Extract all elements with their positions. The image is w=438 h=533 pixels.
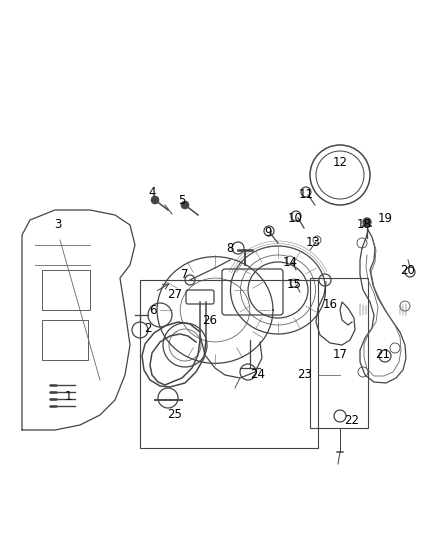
Text: 9: 9	[264, 225, 272, 238]
Circle shape	[400, 301, 410, 311]
Circle shape	[151, 196, 159, 204]
Circle shape	[181, 201, 189, 209]
Circle shape	[363, 218, 371, 226]
Circle shape	[286, 256, 294, 264]
Circle shape	[379, 350, 391, 362]
Text: 2: 2	[144, 321, 152, 335]
Text: 3: 3	[54, 219, 62, 231]
Text: 7: 7	[181, 269, 189, 281]
Circle shape	[291, 211, 301, 221]
Text: 25: 25	[168, 408, 183, 422]
Bar	[140, 280, 318, 448]
Text: 14: 14	[283, 255, 297, 269]
Text: 19: 19	[378, 212, 392, 224]
Text: 22: 22	[345, 414, 360, 426]
Circle shape	[301, 187, 311, 197]
Text: 8: 8	[226, 241, 234, 254]
Circle shape	[290, 279, 298, 287]
Text: 15: 15	[286, 279, 301, 292]
Circle shape	[185, 275, 195, 285]
Text: 24: 24	[251, 368, 265, 382]
Text: 11: 11	[299, 189, 314, 201]
Circle shape	[313, 236, 321, 244]
Circle shape	[390, 343, 400, 353]
Text: 21: 21	[375, 349, 391, 361]
Text: 5: 5	[178, 193, 186, 206]
Circle shape	[405, 267, 415, 277]
Text: 20: 20	[401, 263, 415, 277]
Text: 16: 16	[322, 298, 338, 311]
Circle shape	[358, 367, 368, 377]
Text: 6: 6	[149, 303, 157, 317]
Text: 1: 1	[64, 390, 72, 402]
Text: 17: 17	[332, 349, 347, 361]
Text: 27: 27	[167, 288, 183, 302]
Text: 23: 23	[297, 368, 312, 382]
Text: 26: 26	[202, 313, 218, 327]
Circle shape	[357, 238, 367, 248]
Text: 12: 12	[332, 156, 347, 168]
Text: 10: 10	[288, 212, 302, 224]
Text: 13: 13	[306, 236, 321, 248]
Text: 18: 18	[357, 219, 371, 231]
Bar	[310, 278, 368, 428]
Text: 4: 4	[148, 185, 156, 198]
Circle shape	[334, 410, 346, 422]
